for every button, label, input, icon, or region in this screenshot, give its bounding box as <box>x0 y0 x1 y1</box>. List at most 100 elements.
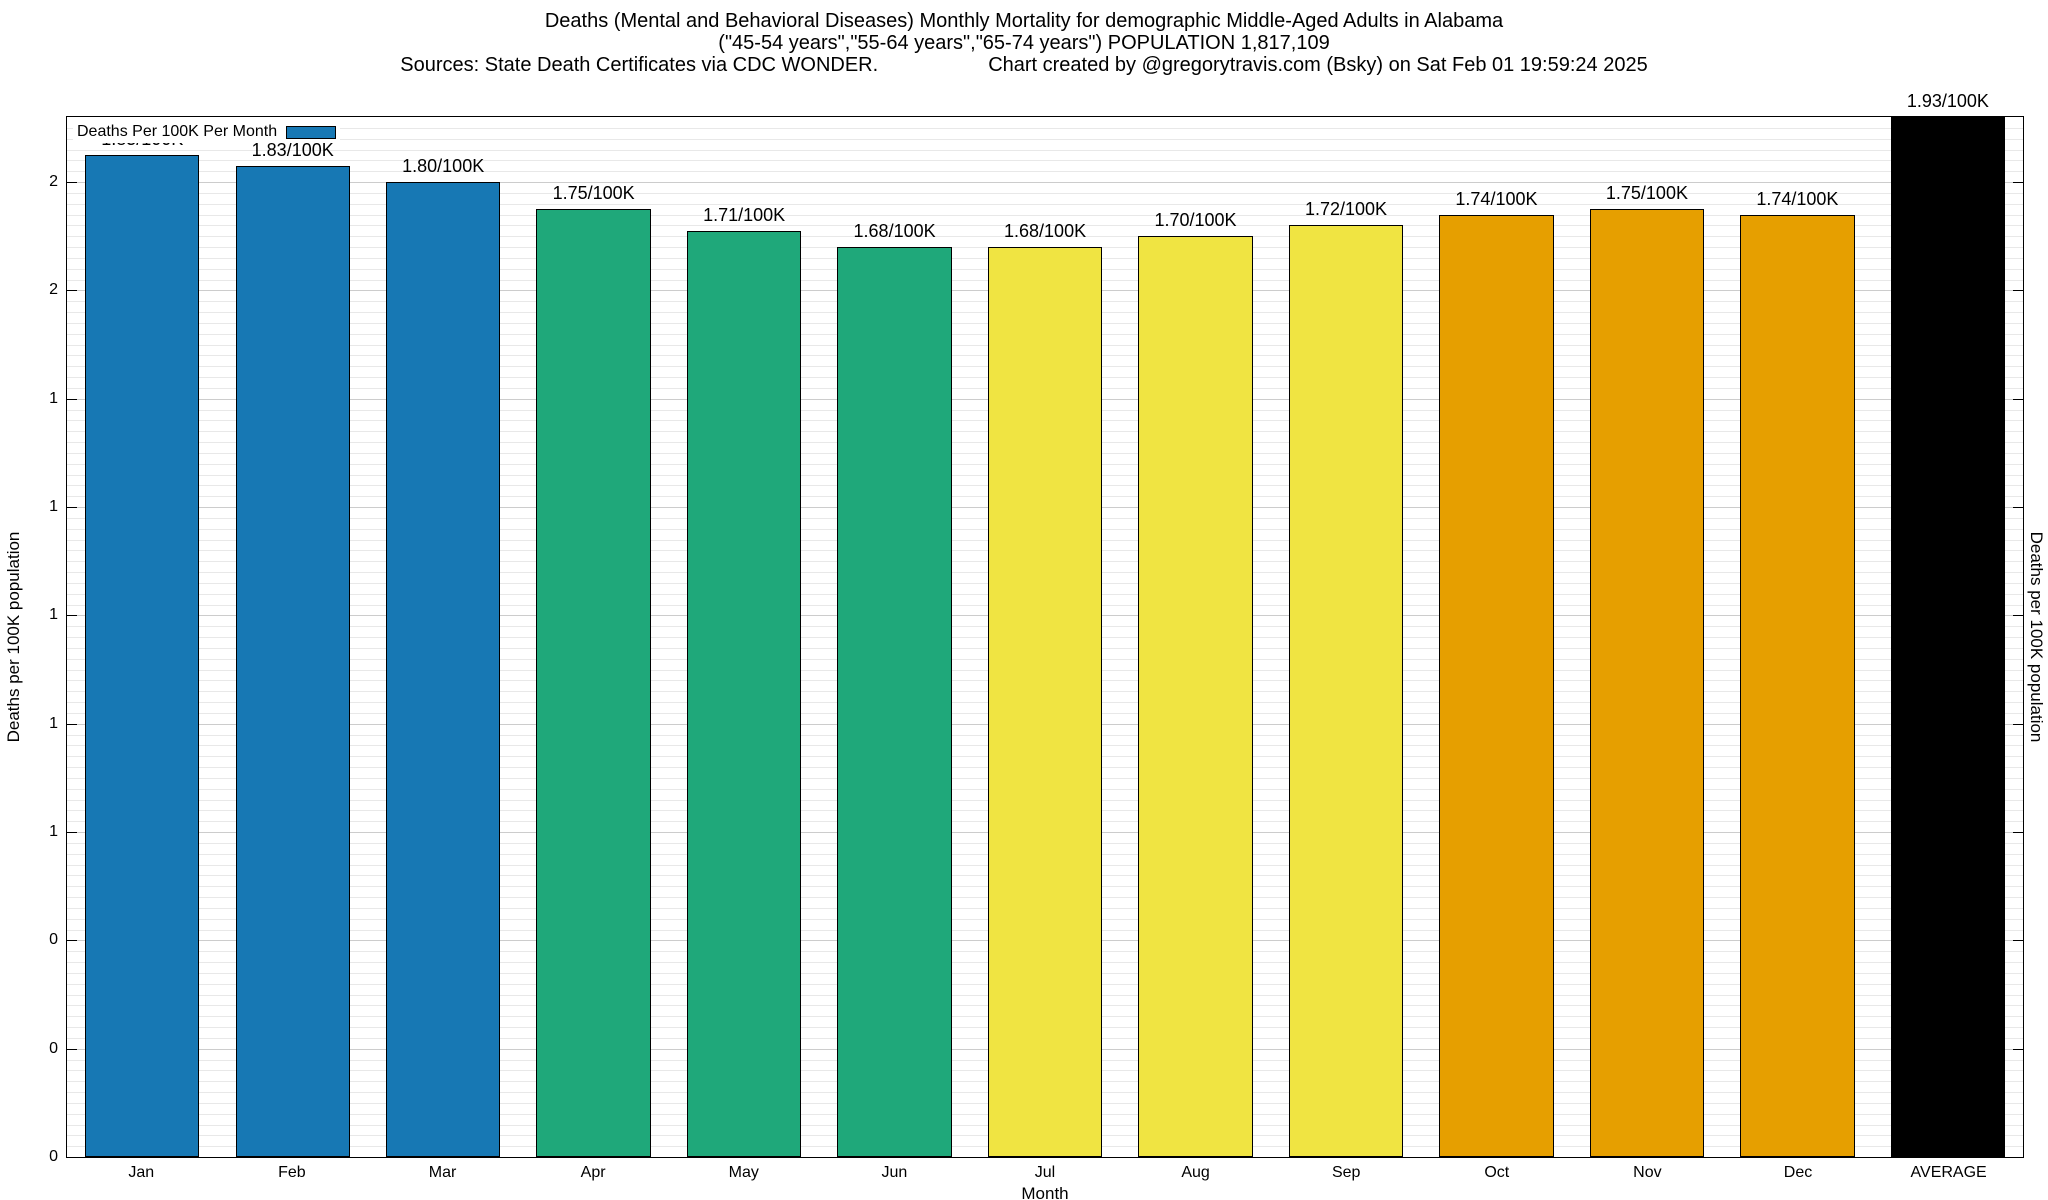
bar-dec: 1.74/100K <box>1740 189 1855 1157</box>
gridline <box>67 203 2023 205</box>
bar-value-label: 1.80/100K <box>402 156 485 176</box>
gridline <box>67 192 2023 194</box>
legend: Deaths Per 100K Per Month <box>73 121 341 143</box>
axis-tick <box>2013 398 2023 400</box>
y-axis-title-right: Deaths per 100K population <box>2027 531 2046 743</box>
axis-tick <box>2013 723 2023 725</box>
bar-slot-dec: 1.74/100K <box>1722 117 1872 1157</box>
axis-tick <box>67 182 77 183</box>
y-tick-label: 1 <box>49 606 58 624</box>
axis-tick <box>67 940 77 942</box>
chart-title-line1: Deaths (Mental and Behavioral Diseases) … <box>544 10 1504 32</box>
bar-slot-nov: 1.75/100K <box>1572 117 1722 1157</box>
y-axis-title-left: Deaths per 100K population <box>4 531 23 743</box>
bar-slot-sep: 1.72/100K <box>1271 117 1421 1157</box>
axis-tick <box>2013 507 2023 508</box>
x-tick-label: Nov <box>1633 1164 1662 1181</box>
bar-average: 1.93/100K <box>1890 91 2006 1157</box>
bar-value-label: 1.74/100K <box>1455 188 1538 209</box>
gridline <box>67 127 2023 129</box>
bar-feb: 1.83/100K <box>235 140 350 1157</box>
bar-slot-jan: 1.85/100K <box>67 117 217 1157</box>
x-axis-title: Month <box>1021 1184 1069 1200</box>
axis-tick <box>2013 940 2023 942</box>
axis-tick <box>67 1048 77 1050</box>
chart-title-line2: ("45-54 years","55-64 years","65-74 year… <box>718 32 1330 54</box>
y-tick-label: 2 <box>49 281 58 299</box>
gridline <box>67 171 2023 173</box>
y-tick-label: 1 <box>49 714 58 732</box>
bar-value-label: 1.68/100K <box>1004 221 1087 241</box>
axis-tick <box>2013 615 2023 617</box>
axis-tick <box>2013 290 2023 292</box>
bar-may: 1.71/100K <box>686 205 802 1157</box>
bar-slot-apr: 1.75/100K <box>518 117 668 1157</box>
y-tick-label: 1 <box>49 823 58 840</box>
bar-jun: 1.68/100K <box>837 221 952 1157</box>
axis-tick <box>67 290 77 292</box>
x-tick-label: Dec <box>1783 1164 1813 1181</box>
axis-tick <box>67 507 77 508</box>
gridline <box>67 138 2023 140</box>
bar-sep: 1.72/100K <box>1288 199 1404 1157</box>
y-tick-label: 0 <box>49 1148 58 1165</box>
axis-tick <box>67 832 77 833</box>
gridline <box>67 182 2023 183</box>
x-tick-label: Mar <box>428 1164 457 1181</box>
x-tick-label: Sep <box>1331 1164 1361 1181</box>
x-tick-label: Jun <box>881 1164 908 1181</box>
axis-tick <box>2013 182 2023 183</box>
bar-slot-average: 1.93/100K <box>1873 91 2023 1157</box>
bar-value-label: 1.72/100K <box>1304 199 1388 220</box>
bar-slot-aug: 1.70/100K <box>1120 117 1270 1157</box>
bar-nov: 1.75/100K <box>1589 183 1705 1157</box>
sources-text: Sources: State Death Certificates via CD… <box>400 54 879 76</box>
gridline <box>67 236 2023 238</box>
x-tick-label: May <box>728 1164 759 1181</box>
bar-value-label: 1.71/100K <box>703 204 786 225</box>
x-tick-label: Feb <box>278 1164 306 1181</box>
bar-value-label: 1.70/100K <box>1154 210 1237 231</box>
bar-value-label: 1.74/100K <box>1756 188 1839 209</box>
bar-slot-may: 1.71/100K <box>669 117 819 1157</box>
bar-aug: 1.70/100K <box>1138 210 1253 1157</box>
x-tick-labels: Jan Feb Mar Apr May Jun Jul Aug Sep Oct Nov Dec AVER… <box>66 1164 2024 1182</box>
bar-mar: 1.80/100K <box>386 156 501 1157</box>
bar-value-label: 1.75/100K <box>552 183 635 204</box>
axis-tick <box>2013 832 2023 833</box>
bar-jul: 1.68/100K <box>987 221 1103 1157</box>
y-tick-label: 0 <box>49 1039 58 1057</box>
bar-value-label: 1.68/100K <box>853 221 936 241</box>
bar-slot-mar: 1.80/100K <box>368 117 518 1157</box>
y-tick-label: 2 <box>49 173 58 190</box>
legend-swatch <box>286 125 337 139</box>
y-tick-label: 1 <box>49 498 58 515</box>
x-tick-label: Jul <box>1034 1164 1056 1181</box>
bar-jan: 1.85/100K <box>85 129 200 1157</box>
bar-slot-oct: 1.74/100K <box>1421 117 1571 1157</box>
axis-tick <box>67 615 77 617</box>
legend-label: Deaths Per 100K Per Month <box>77 123 278 140</box>
y-tick-label: 1 <box>49 389 58 407</box>
gridline <box>67 160 2023 162</box>
bar-slot-jul: 1.68/100K <box>970 117 1120 1157</box>
bars-row: 1.85/100K 1.83/100K 1.80/100K 1.75/100K 1.71… <box>67 91 2023 1157</box>
x-tick-label: AVERAGE <box>1910 1164 1987 1181</box>
bar-slot-feb: 1.83/100K <box>217 117 367 1157</box>
bar-value-label: 1.93/100K <box>1906 91 1989 111</box>
credit-text: Chart created by @gregorytravis.com (Bsk… <box>988 54 1648 76</box>
bar-value-label: 1.83/100K <box>251 139 334 160</box>
axis-tick <box>67 723 77 725</box>
gridline <box>67 149 2023 151</box>
gridline <box>67 214 2023 216</box>
axis-tick <box>2013 1048 2023 1050</box>
x-tick-label: Aug <box>1181 1164 1210 1181</box>
chart-title-line3: Sources: State Death Certificates via CD… <box>0 54 2048 76</box>
y-tick-label: 0 <box>49 931 58 949</box>
axis-tick <box>67 398 77 400</box>
gridline <box>67 225 2023 227</box>
bar-value-label: 1.75/100K <box>1605 183 1688 204</box>
bar-oct: 1.74/100K <box>1439 189 1554 1157</box>
x-tick-label: Oct <box>1484 1164 1510 1181</box>
